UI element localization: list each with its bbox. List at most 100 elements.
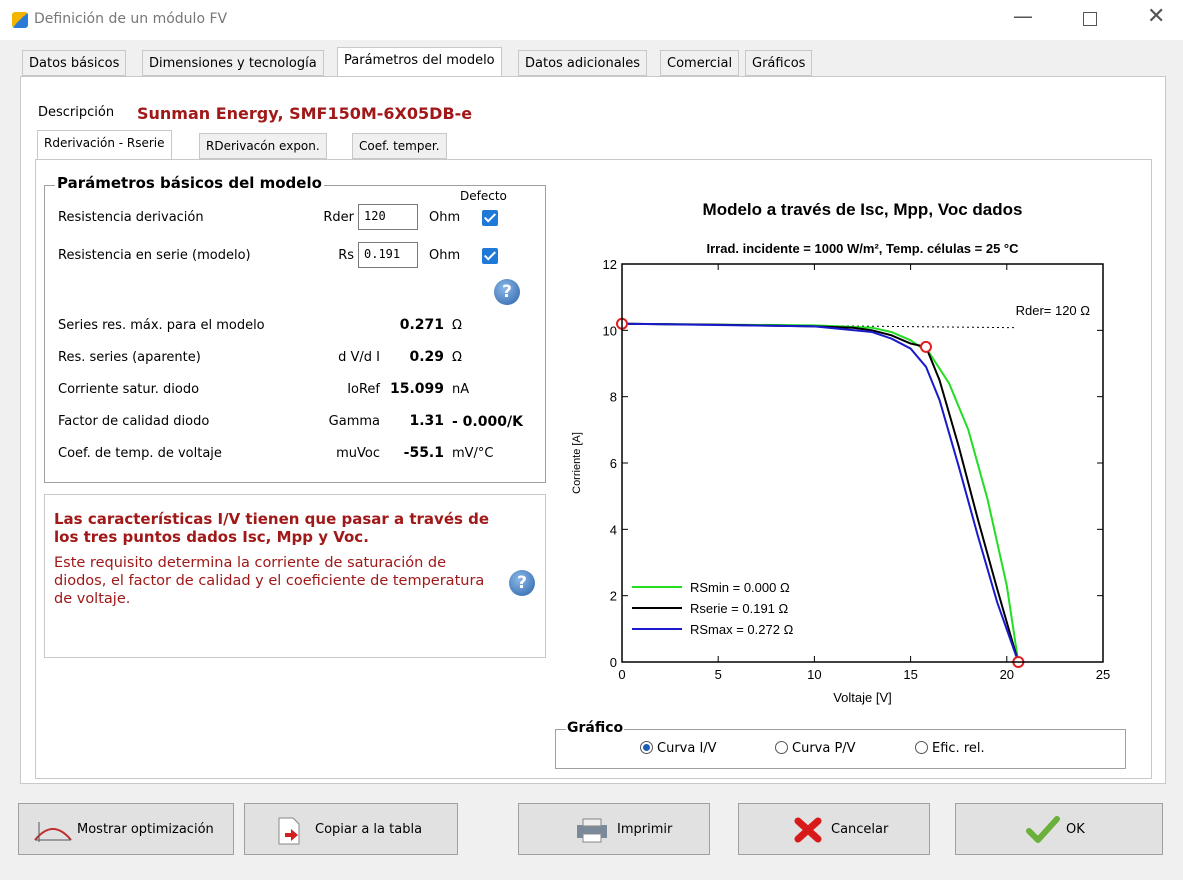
description-value: Sunman Energy, SMF150M-6X05DB-e bbox=[137, 104, 473, 123]
result-label: Factor de calidad diodo bbox=[58, 414, 210, 429]
params-group bbox=[44, 185, 546, 483]
result-value: 0.271 bbox=[399, 317, 444, 333]
y-tick-label: 6 bbox=[610, 456, 617, 471]
radio-option[interactable]: Efic. rel. bbox=[915, 741, 985, 756]
subtab[interactable]: RDerivacón expon. bbox=[199, 133, 327, 159]
y-tick-label: 2 bbox=[610, 589, 617, 604]
subtab[interactable]: Rderivación - Rserie bbox=[37, 130, 172, 160]
x-tick-label: 0 bbox=[618, 667, 625, 682]
description-label: Descripción bbox=[38, 105, 115, 120]
result-value: 15.099 bbox=[389, 381, 444, 397]
y-tick-label: 8 bbox=[610, 390, 617, 405]
default-checkbox[interactable] bbox=[482, 248, 498, 264]
x-tick-label: 20 bbox=[1000, 667, 1014, 682]
result-value: -55.1 bbox=[403, 445, 444, 461]
graph-group bbox=[555, 729, 1126, 769]
radio-circle[interactable] bbox=[915, 741, 928, 754]
result-symbol: Gamma bbox=[328, 414, 380, 429]
result-value: 1.31 bbox=[409, 413, 444, 429]
title-bar: Definición de un módulo FV — ✕ bbox=[0, 0, 1183, 40]
tab[interactable]: Datos básicos bbox=[22, 50, 127, 76]
result-label: Corriente satur. diodo bbox=[58, 382, 200, 397]
series-line bbox=[621, 322, 1020, 663]
plot-frame bbox=[621, 263, 1104, 663]
subtab[interactable]: Coef. temper. bbox=[352, 133, 447, 159]
param-unit: Ohm bbox=[429, 248, 461, 263]
tab[interactable]: Comercial bbox=[660, 50, 740, 76]
param-input[interactable]: 0.191 bbox=[358, 242, 418, 268]
button-label[interactable]: Copiar a la tabla bbox=[315, 822, 423, 837]
button-label[interactable]: Imprimir bbox=[617, 822, 673, 837]
result-unit: Ω bbox=[452, 318, 462, 333]
button-label[interactable]: OK bbox=[1066, 822, 1085, 837]
tab[interactable]: Gráficos bbox=[745, 50, 813, 76]
legend-label: RSmax = 0.272 Ω bbox=[690, 622, 794, 637]
icon bbox=[794, 817, 822, 843]
button[interactable]: Copiar a la tabla bbox=[244, 803, 458, 855]
chart: Modelo a través de Isc, Mpp, Voc dados Ir… bbox=[571, 200, 1110, 705]
param-input[interactable]: 120 bbox=[358, 204, 418, 230]
result-unit: Ω bbox=[452, 350, 462, 365]
legend-label: Rserie = 0.191 Ω bbox=[690, 601, 789, 616]
button[interactable]: Cancelar bbox=[738, 803, 930, 855]
radio-label[interactable]: Efic. rel. bbox=[932, 741, 985, 756]
tab[interactable]: Dimensiones y tecnología bbox=[142, 50, 324, 76]
button[interactable]: Mostrar optimización bbox=[18, 803, 234, 855]
x-tick-label: 25 bbox=[1096, 667, 1110, 682]
param-symbol: Rder bbox=[323, 210, 354, 225]
minimize[interactable]: — bbox=[1013, 4, 1033, 28]
result-unit: - 0.000/K bbox=[452, 414, 523, 430]
default-label: Defecto bbox=[460, 189, 507, 203]
subtab-panel bbox=[35, 159, 1152, 779]
tab[interactable]: Datos adicionales bbox=[518, 50, 648, 76]
result-label: Series res. máx. para el modelo bbox=[58, 318, 265, 333]
radio-label[interactable]: Curva I/V bbox=[657, 741, 717, 756]
result-label: Res. series (aparente) bbox=[58, 350, 201, 365]
graph-group-title: Gráfico bbox=[566, 720, 625, 736]
button[interactable]: Imprimir bbox=[518, 803, 710, 855]
window-title: Definición de un módulo FV bbox=[34, 11, 228, 27]
series-line bbox=[621, 322, 1020, 663]
icon bbox=[34, 822, 72, 842]
legend-label: RSmin = 0.000 Ω bbox=[690, 580, 790, 595]
button-icon bbox=[1026, 816, 1060, 848]
result-symbol: d V/d I bbox=[338, 350, 380, 365]
chart-title: Modelo a través de Isc, Mpp, Voc dados bbox=[703, 200, 1023, 219]
info-text: Este requisito determina la corriente de… bbox=[54, 555, 485, 607]
params-title: Parámetros básicos del modelo bbox=[55, 174, 324, 192]
y-tick-label: 10 bbox=[603, 323, 617, 338]
close[interactable]: ✕ bbox=[1147, 4, 1166, 29]
radio-option[interactable]: Curva P/V bbox=[775, 741, 856, 756]
x-tick-label: 5 bbox=[715, 667, 722, 682]
y-tick-label: 4 bbox=[610, 522, 617, 537]
radio-label[interactable]: Curva P/V bbox=[792, 741, 856, 756]
button-icon bbox=[575, 816, 609, 848]
param-unit: Ohm bbox=[429, 210, 461, 225]
radio-circle[interactable] bbox=[775, 741, 788, 754]
button-icon bbox=[793, 816, 823, 848]
radio-option[interactable]: Curva I/V bbox=[640, 741, 717, 756]
button[interactable]: OK bbox=[955, 803, 1163, 855]
result-unit: mV/°C bbox=[452, 446, 494, 461]
y-tick-label: 12 bbox=[603, 257, 617, 272]
maximize[interactable] bbox=[1083, 12, 1097, 26]
info-title: Las características I/V tienen que pasar… bbox=[54, 510, 490, 546]
default-checkbox[interactable] bbox=[482, 210, 498, 226]
app-icon bbox=[12, 12, 28, 28]
result-label: Coef. de temp. de voltaje bbox=[58, 446, 222, 461]
button-icon bbox=[33, 816, 73, 848]
button-label[interactable]: Cancelar bbox=[831, 822, 889, 837]
param-label: Resistencia derivación bbox=[58, 210, 204, 225]
tab[interactable]: Parámetros del modelo bbox=[337, 47, 502, 77]
radio-circle[interactable] bbox=[640, 741, 653, 754]
help-icon[interactable]: ? bbox=[494, 279, 520, 305]
y-axis-label: Corriente [A] bbox=[571, 432, 583, 494]
help-icon[interactable]: ? bbox=[509, 570, 535, 596]
series-line bbox=[621, 322, 1020, 663]
result-symbol: IoRef bbox=[347, 382, 380, 397]
x-tick-label: 15 bbox=[903, 667, 917, 682]
icon bbox=[278, 817, 300, 845]
button-label[interactable]: Mostrar optimización bbox=[77, 822, 214, 837]
result-value: 0.29 bbox=[409, 349, 444, 365]
